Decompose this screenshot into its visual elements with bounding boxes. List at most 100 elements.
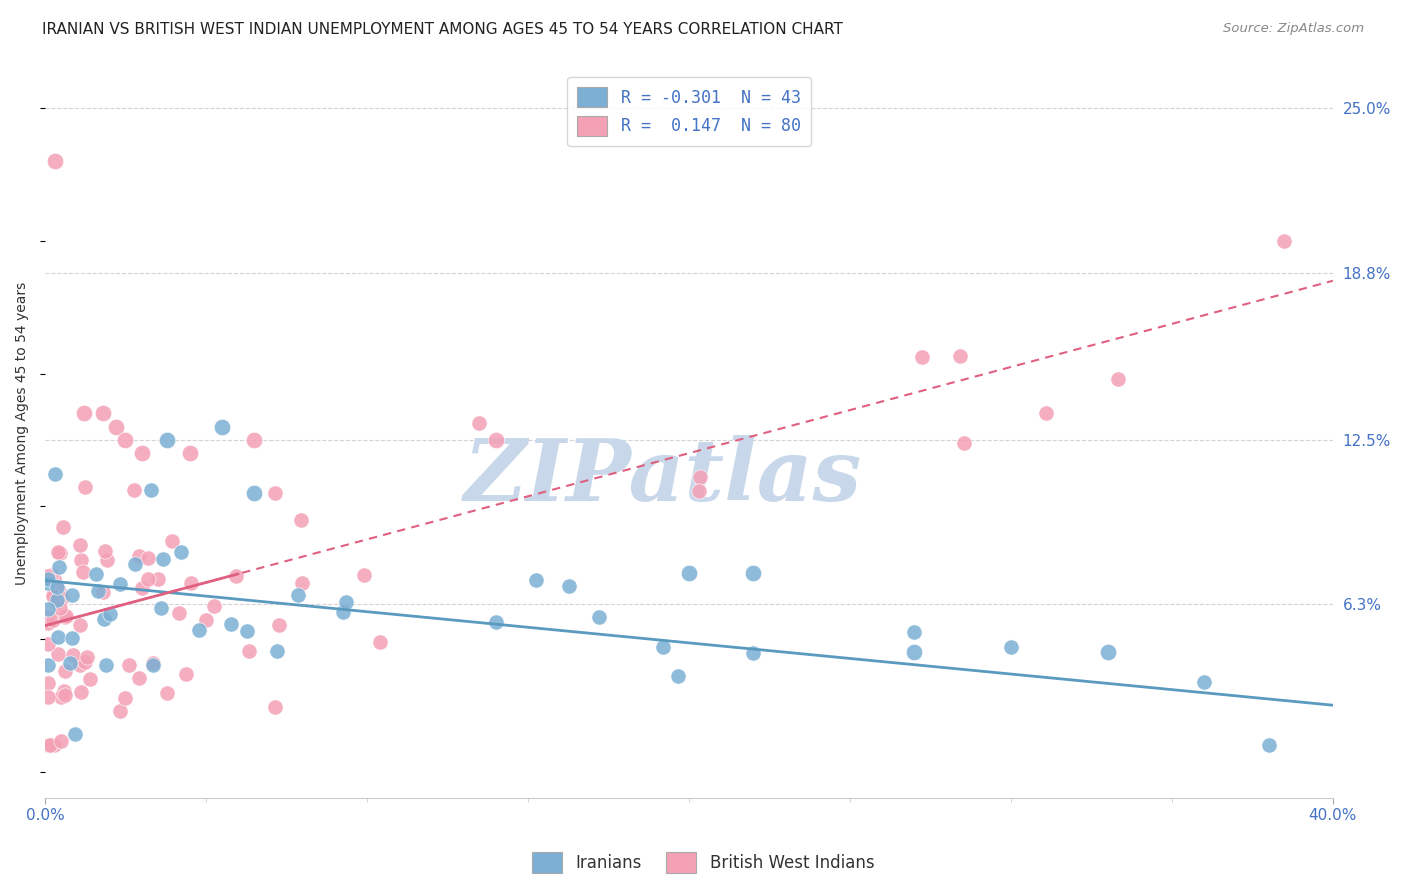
- Point: [243, 433, 266, 447]
- Point: [37, 690, 59, 704]
- Point: [742, 566, 765, 580]
- Point: [558, 579, 581, 593]
- Point: [211, 419, 233, 434]
- Point: [524, 573, 547, 587]
- Point: [42, 738, 65, 752]
- Point: [114, 691, 136, 706]
- Point: [468, 416, 491, 430]
- Point: [122, 483, 145, 497]
- Point: [49, 546, 72, 560]
- Point: [108, 704, 131, 718]
- Point: [91, 406, 114, 420]
- Point: [87, 583, 110, 598]
- Point: [911, 350, 934, 364]
- Point: [93, 543, 115, 558]
- Point: [1000, 640, 1022, 655]
- Point: [131, 581, 153, 595]
- Point: [49, 733, 72, 747]
- Point: [45, 595, 67, 609]
- Point: [53, 610, 76, 624]
- Point: [1274, 234, 1296, 248]
- Point: [742, 646, 765, 660]
- Point: [42, 588, 65, 602]
- Point: [588, 610, 610, 624]
- Point: [689, 469, 711, 483]
- Point: [332, 605, 354, 619]
- Point: [264, 485, 287, 500]
- Point: [1035, 406, 1057, 420]
- Point: [37, 658, 59, 673]
- Point: [290, 512, 312, 526]
- Legend: R = -0.301  N = 43, R =  0.147  N = 80: R = -0.301 N = 43, R = 0.147 N = 80: [567, 77, 811, 146]
- Point: [128, 671, 150, 685]
- Point: [62, 631, 84, 645]
- Point: [287, 588, 309, 602]
- Point: [49, 690, 72, 704]
- Point: [38, 738, 60, 752]
- Text: ZIPatlas: ZIPatlas: [464, 435, 862, 519]
- Text: IRANIAN VS BRITISH WEST INDIAN UNEMPLOYMENT AMONG AGES 45 TO 54 YEARS CORRELATIO: IRANIAN VS BRITISH WEST INDIAN UNEMPLOYM…: [42, 22, 844, 37]
- Point: [46, 545, 69, 559]
- Point: [79, 672, 101, 686]
- Point: [142, 657, 165, 671]
- Point: [96, 553, 118, 567]
- Point: [37, 676, 59, 690]
- Point: [104, 419, 127, 434]
- Point: [368, 634, 391, 648]
- Text: Source: ZipAtlas.com: Source: ZipAtlas.com: [1223, 22, 1364, 36]
- Point: [70, 553, 93, 567]
- Point: [652, 640, 675, 655]
- Point: [44, 154, 66, 169]
- Point: [48, 559, 70, 574]
- Point: [949, 349, 972, 363]
- Point: [141, 483, 163, 497]
- Point: [96, 658, 118, 673]
- Point: [485, 433, 508, 447]
- Point: [219, 616, 242, 631]
- Point: [263, 700, 285, 714]
- Legend: Iranians, British West Indians: Iranians, British West Indians: [524, 846, 882, 880]
- Point: [188, 623, 211, 637]
- Point: [42, 613, 65, 627]
- Point: [73, 480, 96, 494]
- Point: [42, 572, 65, 586]
- Point: [666, 669, 689, 683]
- Point: [41, 590, 63, 604]
- Point: [124, 557, 146, 571]
- Point: [91, 584, 114, 599]
- Point: [58, 657, 80, 671]
- Point: [37, 637, 59, 651]
- Point: [1107, 372, 1129, 386]
- Point: [195, 613, 218, 627]
- Point: [114, 433, 136, 447]
- Point: [108, 577, 131, 591]
- Point: [37, 738, 59, 752]
- Point: [72, 406, 94, 420]
- Point: [136, 551, 159, 566]
- Point: [39, 738, 62, 752]
- Point: [128, 549, 150, 564]
- Point: [84, 567, 107, 582]
- Point: [688, 483, 710, 498]
- Point: [117, 658, 139, 673]
- Point: [62, 648, 84, 663]
- Point: [142, 658, 165, 673]
- Point: [484, 615, 506, 629]
- Y-axis label: Unemployment Among Ages 45 to 54 years: Unemployment Among Ages 45 to 54 years: [15, 282, 30, 585]
- Point: [1192, 675, 1215, 690]
- Point: [37, 572, 59, 586]
- Point: [225, 569, 247, 583]
- Point: [60, 588, 83, 602]
- Point: [903, 625, 925, 640]
- Point: [69, 617, 91, 632]
- Point: [353, 567, 375, 582]
- Point: [167, 606, 190, 620]
- Point: [70, 684, 93, 698]
- Point: [291, 575, 314, 590]
- Point: [150, 601, 173, 615]
- Point: [678, 566, 700, 580]
- Point: [93, 612, 115, 626]
- Point: [37, 601, 59, 615]
- Point: [160, 533, 183, 548]
- Point: [903, 645, 925, 659]
